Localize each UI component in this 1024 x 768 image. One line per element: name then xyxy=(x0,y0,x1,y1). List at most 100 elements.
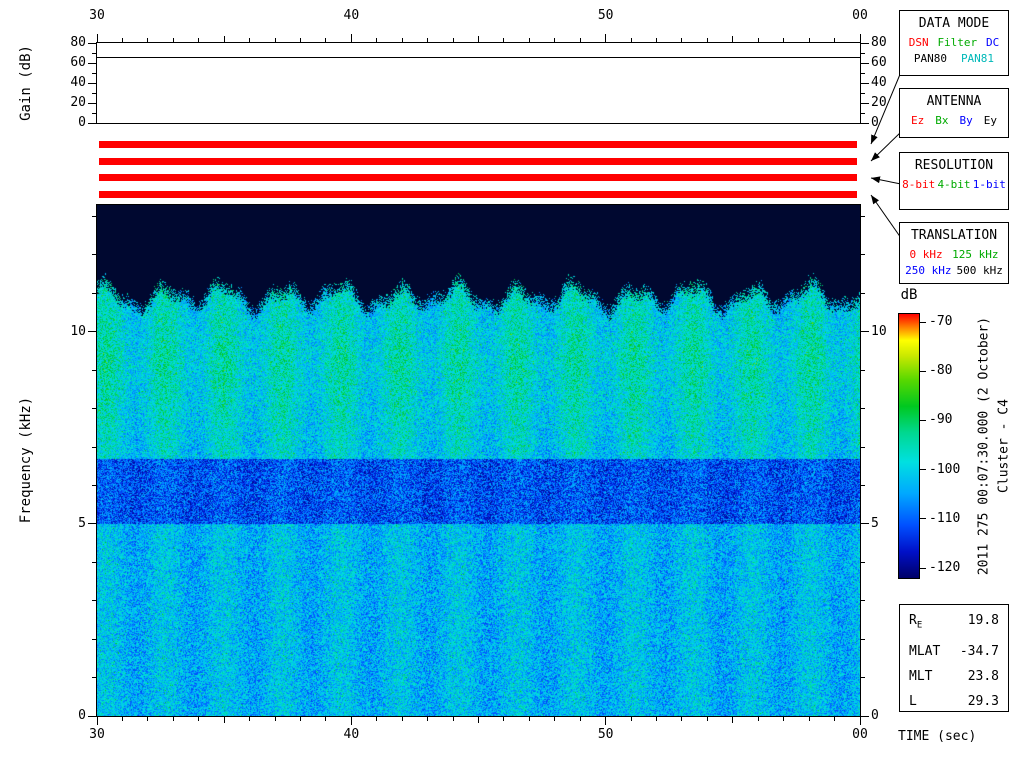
gain-tick-label: 40 xyxy=(70,75,86,90)
tick-mark xyxy=(834,717,836,721)
tick-mark xyxy=(350,717,352,725)
data-mode-options-row2: PAN80 PAN81 xyxy=(900,51,1008,67)
tick-mark xyxy=(920,370,926,372)
time-tick-label-bottom: 40 xyxy=(343,727,360,742)
tick-mark xyxy=(681,717,683,721)
tick-mark xyxy=(920,469,926,471)
translation-options-row1: 0 kHz 125 kHz xyxy=(900,247,1008,263)
tick-mark xyxy=(861,600,865,602)
gain-tick-label: 20 xyxy=(871,95,887,110)
mode-bar xyxy=(99,174,857,181)
tick-mark xyxy=(92,677,96,679)
tick-mark xyxy=(198,717,200,721)
tick-mark xyxy=(198,38,200,42)
tick-mark xyxy=(92,112,96,114)
tick-mark xyxy=(147,717,149,721)
tick-mark xyxy=(528,38,530,42)
tick-mark xyxy=(92,216,96,218)
tick-mark xyxy=(96,34,98,42)
option-label: Bx xyxy=(935,114,949,127)
tick-mark xyxy=(834,38,836,42)
tick-mark xyxy=(92,292,96,294)
option-label: 125 kHz xyxy=(952,248,999,261)
option-label: DSN xyxy=(908,36,929,49)
tick-mark xyxy=(88,122,96,124)
tick-mark xyxy=(325,38,327,42)
resolution-options-row: 8-bit 4-bit 1-bit xyxy=(900,177,1008,193)
mode-bar xyxy=(99,191,857,198)
tick-mark xyxy=(376,717,378,721)
colorbar-tick-label: -100 xyxy=(929,461,961,477)
tick-mark xyxy=(861,72,865,74)
tick-mark xyxy=(376,38,378,42)
time-tick-label-bottom: 50 xyxy=(597,727,614,742)
tick-mark xyxy=(783,38,785,42)
tick-mark xyxy=(861,112,865,114)
tick-mark xyxy=(859,34,861,42)
freq-tick-label: 0 xyxy=(78,708,86,723)
colorbar-tick-label: -80 xyxy=(929,363,953,379)
tick-mark xyxy=(172,717,174,721)
timestamp-label: 2011 275 00:07:30.000 (2 October) xyxy=(976,316,992,576)
antenna-options-row: Ez Bx By Ey xyxy=(900,113,1008,129)
tick-mark xyxy=(861,561,865,563)
colorbar-tick-label: -120 xyxy=(929,560,961,575)
tick-mark xyxy=(92,52,96,54)
tick-mark xyxy=(92,561,96,563)
tick-mark xyxy=(274,38,276,42)
tick-mark xyxy=(861,638,865,640)
tick-mark xyxy=(656,717,658,721)
time-tick-label-top: 00 xyxy=(852,8,868,23)
connector-line xyxy=(870,71,902,145)
time-tick-label-bottom: 30 xyxy=(89,727,105,742)
tick-mark xyxy=(554,717,556,721)
tick-mark xyxy=(92,638,96,640)
gain-line xyxy=(97,57,860,58)
ephemeris-value: 19.8 xyxy=(967,613,999,628)
tick-mark xyxy=(92,408,96,410)
time-axis-title: TIME (sec) xyxy=(898,729,977,744)
freq-tick-label: 5 xyxy=(871,515,879,531)
colorbar-tick-label: -70 xyxy=(929,314,953,329)
option-label: Ez xyxy=(911,114,925,127)
tick-mark xyxy=(172,38,174,42)
gain-tick-label: 0 xyxy=(78,115,86,130)
tick-mark xyxy=(88,715,96,717)
colorbar-tick-label: -90 xyxy=(929,412,953,428)
ephemeris-row: L 29.3 xyxy=(900,689,1008,714)
option-label: DC xyxy=(985,36,1000,49)
tick-mark xyxy=(861,122,869,124)
time-tick-label-top: 40 xyxy=(343,8,360,23)
tick-mark xyxy=(861,82,869,84)
tick-mark xyxy=(757,717,759,721)
tick-mark xyxy=(579,38,581,42)
translation-title: TRANSLATION xyxy=(910,228,998,243)
tick-mark xyxy=(401,717,403,721)
gain-tick-label: 0 xyxy=(871,115,879,130)
tick-mark xyxy=(808,717,810,721)
tick-mark xyxy=(88,331,96,333)
tick-mark xyxy=(861,369,865,371)
spacecraft-label: Cluster - C4 xyxy=(996,399,1012,493)
time-tick-label-top: 50 xyxy=(597,8,614,23)
spectrogram-frame xyxy=(96,204,861,717)
antenna-panel: ANTENNA Ez Bx By Ey xyxy=(899,88,1009,138)
tick-mark xyxy=(579,717,581,721)
mode-bar xyxy=(99,158,857,165)
tick-mark xyxy=(223,36,225,42)
connector-line xyxy=(870,194,902,239)
gain-axis-title: Gain (dB) xyxy=(18,45,34,121)
tick-mark xyxy=(920,419,926,421)
tick-mark xyxy=(920,567,926,569)
tick-mark xyxy=(732,717,734,723)
ephemeris-row: MLT 23.8 xyxy=(900,664,1008,689)
freq-tick-label: 5 xyxy=(78,515,86,531)
tick-mark xyxy=(554,38,556,42)
tick-mark xyxy=(706,717,708,721)
spectrogram-image xyxy=(97,205,860,716)
tick-mark xyxy=(861,216,865,218)
data-mode-panel: DATA MODE DSN Filter DC PAN80 PAN81 xyxy=(899,10,1009,76)
tick-mark xyxy=(121,717,123,721)
tick-mark xyxy=(478,717,479,723)
